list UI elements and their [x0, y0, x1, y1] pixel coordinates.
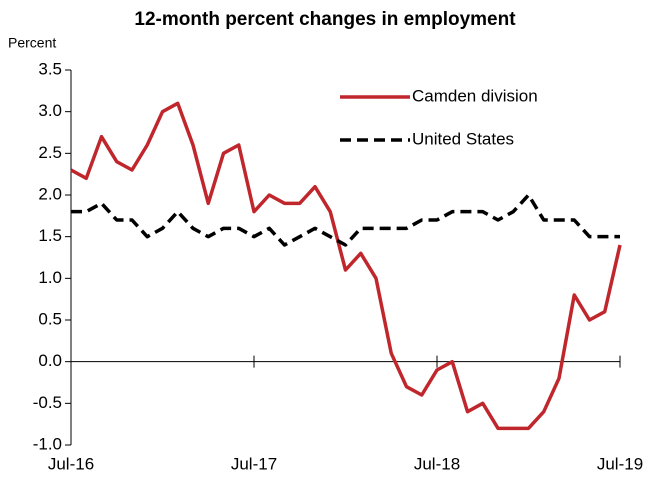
series-line [71, 193, 620, 247]
series-line [70, 101, 622, 431]
legend-label: Camden division [412, 86, 538, 105]
y-tick-label: 1.0 [38, 268, 62, 287]
x-tick-label: Jul-17 [231, 454, 277, 473]
y-tick-label: 1.5 [38, 226, 62, 245]
y-tick-label: -0.5 [33, 393, 62, 412]
y-axis-label: Percent [8, 35, 56, 51]
y-tick-label: 3.0 [38, 101, 62, 120]
y-tick-label: 0.5 [38, 309, 62, 328]
legend-label: United States [412, 129, 514, 148]
y-tick-label: 2.5 [38, 143, 62, 162]
x-tick-label: Jul-16 [48, 454, 94, 473]
x-tick-label: Jul-19 [597, 454, 643, 473]
y-tick-label: 2.0 [38, 184, 62, 203]
chart-title: 12-month percent changes in employment [134, 9, 516, 30]
y-tick-label: -1.0 [33, 434, 62, 453]
y-tick-label: 3.5 [38, 59, 62, 78]
y-tick-label: 0.0 [38, 351, 62, 370]
x-tick-label: Jul-18 [414, 454, 460, 473]
